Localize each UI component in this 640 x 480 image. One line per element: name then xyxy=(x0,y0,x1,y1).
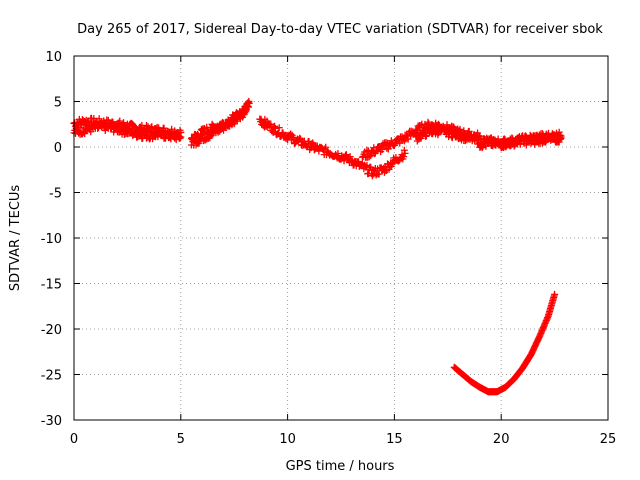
grid xyxy=(74,56,608,420)
y-tick-label: 10 xyxy=(45,50,62,65)
data-point xyxy=(164,128,172,136)
data-point xyxy=(290,134,298,142)
y-axis-title: SDTVAR / TECUs xyxy=(8,185,23,292)
data-point xyxy=(375,170,383,178)
data-point xyxy=(482,142,490,150)
data-point xyxy=(527,139,535,147)
data-point xyxy=(142,128,150,136)
data-point xyxy=(551,290,559,298)
data-point xyxy=(463,136,471,144)
y-tick-label: 5 xyxy=(54,96,62,111)
data-point xyxy=(308,140,316,148)
axes: 0 5 10 15 20 25 10 5 0 -5 -10 -15 -20 -25 -30 xyxy=(41,50,617,447)
x-tick-label: 15 xyxy=(386,432,403,447)
data-point xyxy=(209,121,217,129)
data-point xyxy=(158,127,166,135)
data-point xyxy=(422,132,430,140)
data-point xyxy=(154,133,162,141)
data-point xyxy=(459,131,467,139)
data-point xyxy=(119,123,127,131)
data-point xyxy=(478,144,486,152)
x-tick-label: 20 xyxy=(493,432,510,447)
data-point xyxy=(199,130,207,138)
data-point xyxy=(522,141,530,149)
data-point xyxy=(172,136,180,144)
data-point xyxy=(471,132,479,140)
data-point xyxy=(245,99,253,107)
y-tick-label: -5 xyxy=(49,187,62,202)
y-tick-label: -20 xyxy=(41,323,62,338)
data-point xyxy=(541,138,549,146)
data-point xyxy=(417,134,425,142)
data-point xyxy=(302,141,310,149)
data-point xyxy=(454,128,462,136)
data-point xyxy=(368,172,376,180)
data-point xyxy=(404,135,412,143)
x-tick-label: 10 xyxy=(279,432,296,447)
data-point xyxy=(502,143,510,151)
data-point xyxy=(214,128,222,136)
data-point xyxy=(388,160,396,168)
data-point xyxy=(322,143,330,151)
data-point xyxy=(448,134,456,142)
data-point xyxy=(95,115,103,123)
data-point xyxy=(378,145,386,153)
data-point xyxy=(240,111,248,119)
data-point xyxy=(236,114,244,122)
x-tick-label: 0 xyxy=(70,432,78,447)
data-point xyxy=(271,124,279,132)
data-point xyxy=(424,118,432,126)
data-point xyxy=(452,127,460,135)
data-point xyxy=(203,123,211,131)
data-point xyxy=(516,140,524,148)
y-tick-label: -25 xyxy=(41,369,62,384)
y-tick-label: -10 xyxy=(41,232,62,247)
data-point xyxy=(382,139,390,147)
data-point xyxy=(191,136,199,144)
data-point xyxy=(396,139,404,147)
data-point xyxy=(435,120,443,128)
data-point xyxy=(417,122,425,130)
data-point xyxy=(367,152,375,160)
data-point xyxy=(296,134,304,142)
x-axis-title: GPS time / hours xyxy=(286,459,395,474)
chart-title: Day 265 of 2017, Sidereal Day-to-day VTE… xyxy=(77,22,603,37)
data-point xyxy=(400,146,408,154)
data-point xyxy=(334,150,342,158)
data-point xyxy=(365,153,373,161)
data-point xyxy=(176,134,184,142)
data-point xyxy=(346,153,354,161)
data-point xyxy=(275,124,283,132)
data-point xyxy=(342,151,350,159)
data-point xyxy=(400,153,408,161)
data-point xyxy=(120,119,128,127)
data-point xyxy=(390,141,398,149)
data-point xyxy=(557,134,565,142)
data-marks xyxy=(70,97,565,396)
y-tick-label: -15 xyxy=(41,278,62,293)
data-point xyxy=(340,157,348,165)
data-point xyxy=(136,123,144,131)
data-point xyxy=(77,124,85,132)
y-tick-label: -30 xyxy=(41,414,62,429)
data-point xyxy=(507,141,515,149)
data-point xyxy=(363,161,371,169)
x-tick-label: 5 xyxy=(177,432,185,447)
y-tick-label: 0 xyxy=(54,141,62,156)
data-point xyxy=(373,147,381,155)
data-point xyxy=(403,132,411,140)
data-point xyxy=(116,117,124,125)
data-point xyxy=(401,149,409,157)
data-point xyxy=(420,127,428,135)
data-point xyxy=(504,138,512,146)
data-point xyxy=(177,133,185,141)
x-tick-label: 25 xyxy=(600,432,617,447)
